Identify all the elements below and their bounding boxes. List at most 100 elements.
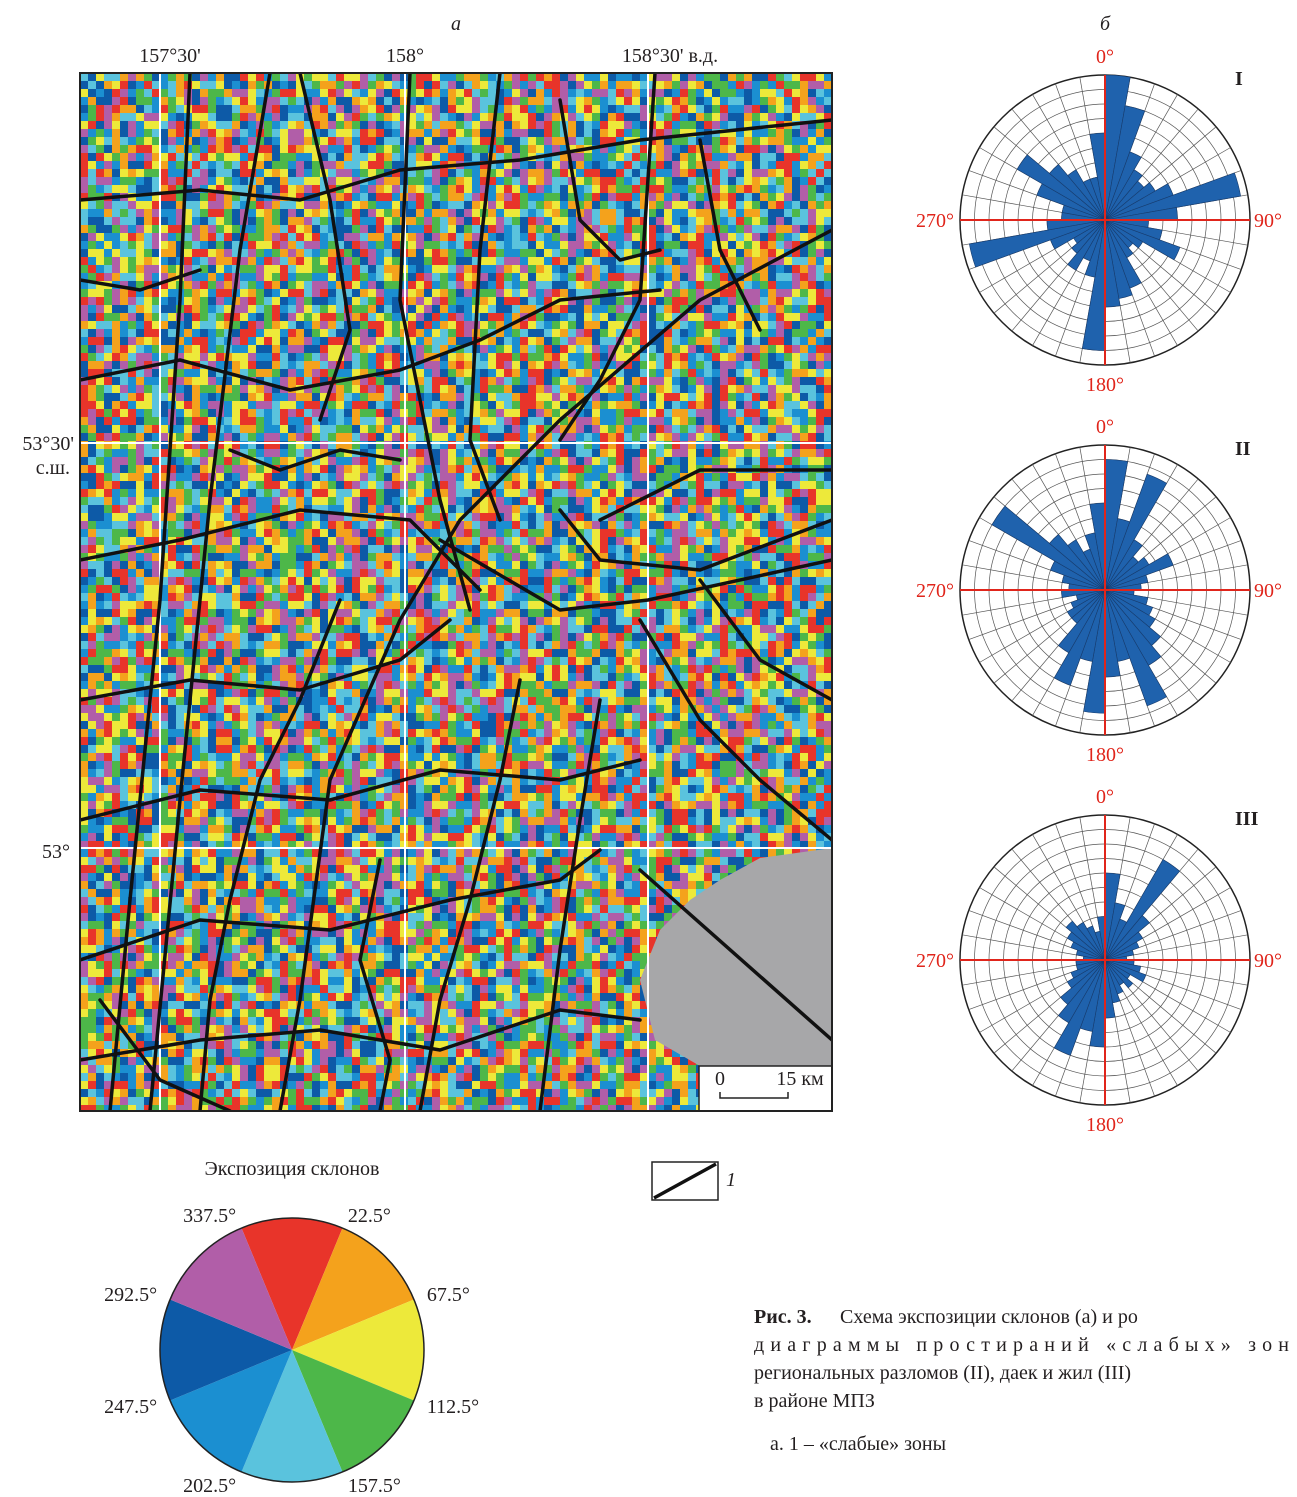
- map-cell: [608, 113, 616, 121]
- map-cell: [544, 337, 552, 345]
- map-cell: [352, 321, 360, 329]
- map-cell: [752, 377, 760, 385]
- map-cell: [392, 225, 400, 233]
- map-cell: [568, 129, 576, 137]
- map-cell: [472, 89, 480, 97]
- map-cell: [80, 409, 88, 417]
- map-cell: [728, 113, 736, 121]
- map-cell: [440, 289, 448, 297]
- map-cell: [752, 233, 760, 241]
- map-cell: [448, 457, 456, 465]
- map-cell: [776, 73, 784, 81]
- map-cell: [584, 169, 592, 177]
- map-cell: [112, 89, 120, 97]
- map-cell: [424, 321, 432, 329]
- map-cell: [528, 385, 536, 393]
- map-cell: [336, 305, 344, 313]
- map-cell: [512, 273, 520, 281]
- map-cell: [248, 265, 256, 273]
- map-cell: [664, 217, 672, 225]
- map-cell: [688, 353, 696, 361]
- map-cell: [640, 329, 648, 337]
- map-cell: [216, 345, 224, 353]
- map-cell: [672, 161, 680, 169]
- map-cell: [544, 273, 552, 281]
- map-cell: [720, 233, 728, 241]
- map-cell: [784, 97, 792, 105]
- map-cell: [280, 297, 288, 305]
- map-cell: [528, 265, 536, 273]
- map-cell: [88, 225, 96, 233]
- map-cell: [536, 361, 544, 369]
- map-cell: [552, 185, 560, 193]
- map-cell: [152, 249, 160, 257]
- map-cell: [648, 257, 656, 265]
- map-cell: [544, 489, 552, 497]
- map-cell: [424, 313, 432, 321]
- map-cell: [592, 193, 600, 201]
- map-cell: [752, 249, 760, 257]
- map-cell: [200, 209, 208, 217]
- map-cell: [88, 481, 96, 489]
- map-cell: [480, 401, 488, 409]
- map-cell: [448, 425, 456, 433]
- map-cell: [136, 321, 144, 329]
- map-cell: [600, 121, 608, 129]
- map-cell: [272, 97, 280, 105]
- map-cell: [600, 169, 608, 177]
- map-cell: [504, 233, 512, 241]
- map-cell: [728, 137, 736, 145]
- map-cell: [360, 161, 368, 169]
- map-cell: [736, 97, 744, 105]
- map-cell: [360, 81, 368, 89]
- map-cell: [304, 73, 312, 81]
- map-cell: [144, 169, 152, 177]
- map-cell: [160, 73, 168, 81]
- map-cell: [208, 273, 216, 281]
- map-cell: [680, 345, 688, 353]
- map-cell: [112, 137, 120, 145]
- map-cell: [760, 73, 768, 81]
- map-cell: [488, 193, 496, 201]
- map-cell: [424, 329, 432, 337]
- map-cell: [160, 105, 168, 113]
- map-cell: [456, 225, 464, 233]
- map-cell: [376, 137, 384, 145]
- map-cell: [672, 249, 680, 257]
- map-cell: [464, 353, 472, 361]
- map-cell: [272, 329, 280, 337]
- map-cell: [688, 489, 696, 497]
- map-cell: [384, 217, 392, 225]
- map-cell: [616, 209, 624, 217]
- map-cell: [176, 369, 184, 377]
- map-cell: [376, 201, 384, 209]
- map-cell: [632, 385, 640, 393]
- map-cell: [736, 481, 744, 489]
- map-cell: [656, 305, 664, 313]
- map-cell: [168, 121, 176, 129]
- map-cell: [800, 313, 808, 321]
- map-cell: [344, 241, 352, 249]
- map-cell: [784, 241, 792, 249]
- map-cell: [416, 225, 424, 233]
- map-cell: [408, 137, 416, 145]
- map-cell: [824, 305, 832, 313]
- map-cell: [536, 449, 544, 457]
- map-cell: [688, 313, 696, 321]
- map-cell: [392, 81, 400, 89]
- map-cell: [688, 249, 696, 257]
- map-cell: [296, 305, 304, 313]
- map-cell: [672, 457, 680, 465]
- map-cell: [560, 369, 568, 377]
- map-cell: [640, 129, 648, 137]
- map-cell: [808, 273, 816, 281]
- map-cell: [232, 161, 240, 169]
- map-cell: [816, 385, 824, 393]
- map-cell: [424, 393, 432, 401]
- map-cell: [656, 153, 664, 161]
- map-cell: [424, 113, 432, 121]
- map-cell: [408, 465, 416, 473]
- map-cell: [464, 273, 472, 281]
- map-cell: [760, 273, 768, 281]
- map-cell: [584, 89, 592, 97]
